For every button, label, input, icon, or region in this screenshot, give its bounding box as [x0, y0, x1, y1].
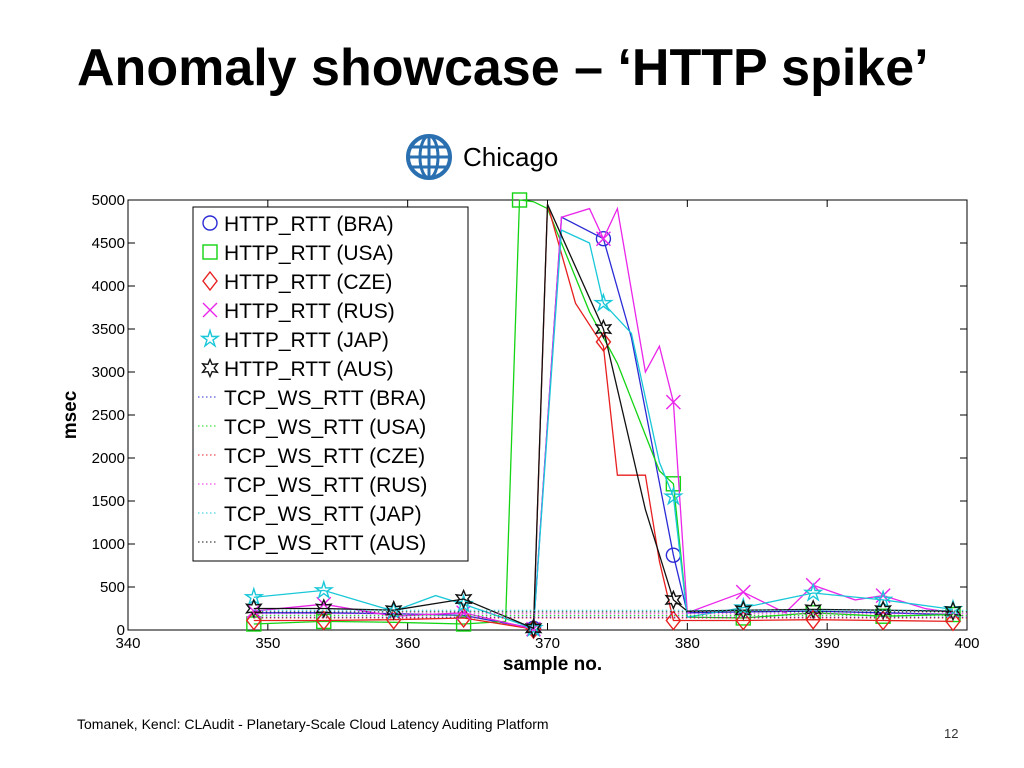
data-marker [384, 599, 403, 621]
data-marker [875, 608, 891, 624]
x-tick-label: 360 [395, 635, 420, 652]
legend-entry-label: HTTP_RTT (RUS) [224, 300, 395, 323]
legend-entry-label: TCP_WS_RTT (JAP) [224, 503, 422, 526]
data-marker [454, 588, 473, 610]
legend-entry-label: HTTP_RTT (BRA) [224, 213, 394, 236]
data-marker [664, 589, 683, 611]
data-marker [802, 582, 824, 602]
legend-entry-label: TCP_WS_RTT (CZE) [224, 445, 425, 468]
latency-chart: 340 350 360 370 380 390 4000500100015002000250… [60, 192, 980, 675]
legend-entry-label: TCP_WS_RTT (USA) [224, 416, 426, 439]
y-tick-label: 1500 [92, 493, 125, 510]
data-marker [593, 292, 614, 313]
y-tick-label: 2500 [92, 407, 125, 424]
legend-marker [199, 328, 221, 348]
y-axis-label: msec [60, 390, 81, 439]
data-marker [455, 616, 472, 632]
data-marker [313, 579, 335, 600]
legend-entry-label: HTTP_RTT (AUS) [224, 358, 394, 381]
data-marker [665, 394, 681, 410]
x-tick-label: 370 [535, 635, 560, 652]
data-marker [511, 192, 528, 208]
legend-marker [202, 215, 218, 231]
series-line [253, 199, 954, 625]
data-marker [524, 618, 543, 639]
legend-entry-label: HTTP_RTT (CZE) [224, 271, 392, 294]
y-tick-label: 2000 [92, 450, 125, 467]
data-marker [665, 476, 682, 492]
y-tick-label: 4500 [92, 235, 125, 252]
y-tick-label: 0 [117, 622, 125, 639]
location-header: Chicago [405, 133, 558, 181]
data-marker [945, 611, 961, 632]
series-line [253, 204, 954, 630]
legend-entry-label: TCP_WS_RTT (BRA) [224, 387, 426, 410]
location-label: Chicago [463, 141, 559, 172]
data-marker [874, 599, 893, 621]
data-marker [663, 485, 684, 506]
legend-marker [202, 244, 218, 260]
legend-box [192, 206, 469, 562]
y-tick-label: 1000 [92, 536, 125, 553]
footer-citation: Tomanek, Kencl: CLAudit - Planetary-Scal… [77, 716, 549, 732]
data-marker [734, 599, 753, 621]
data-marker [595, 231, 611, 247]
legend-entry-label: TCP_WS_RTT (AUS) [224, 532, 426, 555]
legend-marker [201, 357, 219, 379]
y-tick-label: 4000 [92, 278, 125, 295]
legend-marker [202, 302, 218, 318]
slide-title: Anomaly showcase – ‘HTTP spike’ [77, 39, 929, 97]
x-axis-label: sample no. [503, 654, 602, 675]
x-tick-label: 400 [954, 635, 979, 652]
x-tick-label: 340 [115, 635, 140, 652]
y-tick-label: 3500 [92, 321, 125, 338]
y-tick-label: 3000 [92, 364, 125, 381]
x-tick-label: 350 [255, 635, 280, 652]
data-marker [735, 584, 751, 600]
legend-marker [202, 270, 218, 292]
x-tick-label: 390 [815, 635, 840, 652]
y-tick-label: 5000 [92, 192, 125, 209]
data-marker [314, 598, 333, 619]
data-marker [804, 599, 823, 620]
data-marker [595, 331, 612, 353]
series-line [253, 216, 954, 630]
data-marker [594, 318, 613, 340]
legend-entry-label: TCP_WS_RTT (RUS) [224, 474, 427, 497]
y-tick-label: 500 [100, 579, 125, 596]
legend-entry-label: HTTP_RTT (JAP) [224, 329, 389, 352]
series-line [253, 229, 954, 630]
x-tick-label: 380 [675, 635, 700, 652]
series-line [253, 204, 954, 630]
data-marker [944, 600, 962, 622]
slide-number: 12 [944, 726, 959, 741]
globe-icon [406, 134, 452, 180]
data-marker [595, 230, 612, 247]
legend-entry-label: HTTP_RTT (USA) [224, 242, 394, 265]
